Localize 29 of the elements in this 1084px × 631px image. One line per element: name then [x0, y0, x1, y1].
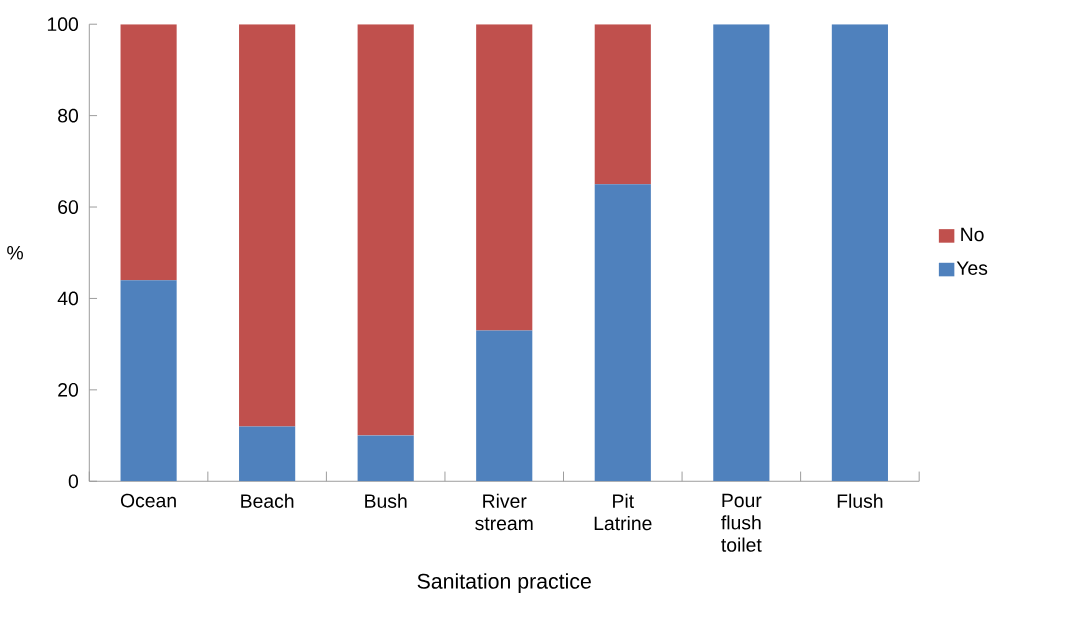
- bar: [594, 24, 651, 184]
- legend-label: No: [961, 227, 984, 242]
- y-tick-label: 80: [58, 108, 79, 123]
- y-tick-label: 0: [68, 474, 79, 488]
- y-tick-label: 60: [58, 200, 79, 214]
- bar: [239, 426, 296, 482]
- bar: [713, 24, 770, 482]
- bar: [120, 279, 177, 482]
- x-tick-label: River stream: [475, 493, 533, 531]
- x-tick-label: Ocean: [120, 493, 176, 508]
- x-tick-label: Bush: [365, 493, 407, 508]
- x-tick-label: Beach: [241, 493, 294, 508]
- x-axis-title: Sanitation practice: [417, 572, 591, 593]
- bar: [239, 24, 296, 427]
- y-tick-label: 40: [57, 291, 79, 306]
- y-axis-title: %: [7, 245, 23, 260]
- x-tick-label: Pour flush toilet: [721, 493, 762, 552]
- x-tick-label: Pit Latrine: [594, 493, 652, 531]
- bar: [476, 330, 533, 482]
- bar: [357, 435, 414, 482]
- bar: [594, 184, 651, 482]
- x-tick-label: Flush: [837, 493, 883, 508]
- bar: [357, 24, 414, 436]
- bar: [120, 24, 177, 280]
- y-tick-label: 100: [47, 17, 79, 31]
- y-tick-label: 20: [58, 382, 79, 397]
- legend-label: Yes: [956, 261, 988, 275]
- bar: [476, 24, 533, 331]
- bar: [831, 24, 888, 482]
